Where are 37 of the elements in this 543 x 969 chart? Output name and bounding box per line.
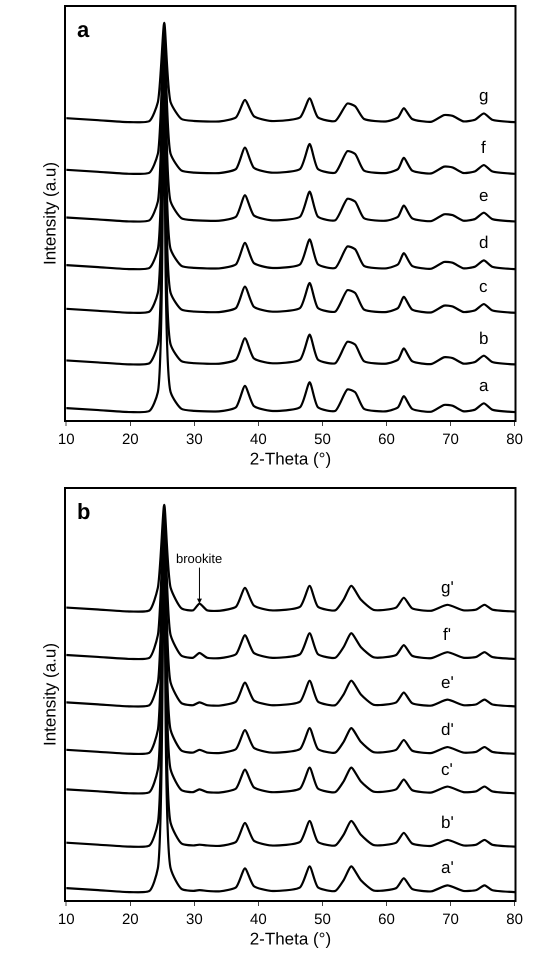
series-label: b': [441, 813, 454, 832]
series-label: c: [479, 277, 488, 296]
series-label: a: [479, 376, 489, 395]
series-label: b: [479, 329, 488, 348]
annotation: brookite: [176, 551, 222, 566]
x-tick-label: 50: [314, 910, 331, 928]
series-label: f: [481, 138, 486, 157]
y-axis-title: Intensity (a.u): [40, 643, 60, 746]
x-tick-label: 70: [442, 910, 459, 928]
y-axis-title: Intensity (a.u): [40, 162, 60, 265]
x-tick-label: 80: [506, 910, 523, 928]
chart-title: a: [77, 17, 90, 42]
x-tick-label: 40: [250, 430, 267, 448]
x-axis-title: 2-Theta (°): [250, 450, 332, 469]
series-label: g': [441, 578, 454, 597]
x-tick-label: 50: [314, 430, 331, 448]
x-axis-title: 2-Theta (°): [250, 930, 332, 949]
x-tick-label: 40: [250, 910, 267, 928]
x-tick-label: 70: [442, 430, 459, 448]
x-tick-label: 60: [378, 910, 395, 928]
series-label: e: [479, 186, 488, 205]
x-tick-label: 10: [58, 910, 75, 928]
series-label: d': [441, 720, 454, 739]
series-label: a': [441, 858, 454, 877]
x-tick-label: 30: [186, 910, 203, 928]
x-tick-label: 20: [122, 430, 139, 448]
series-label: e': [441, 673, 454, 692]
chart-title: b: [77, 499, 90, 524]
x-tick-label: 20: [122, 910, 139, 928]
x-tick-label: 10: [58, 430, 75, 448]
series-label: g: [479, 86, 488, 105]
series-label: f': [443, 625, 451, 644]
series-label: d: [479, 233, 488, 252]
x-tick-label: 80: [506, 430, 523, 448]
x-tick-label: 30: [186, 430, 203, 448]
series-label: c': [441, 760, 453, 779]
x-tick-label: 60: [378, 430, 395, 448]
